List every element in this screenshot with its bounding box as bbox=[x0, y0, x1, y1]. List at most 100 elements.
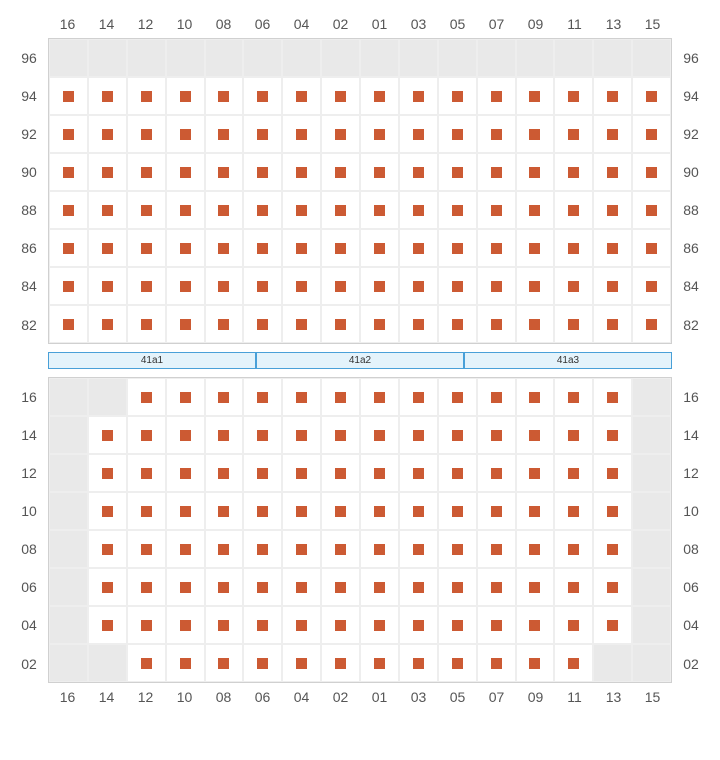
seat-cell[interactable] bbox=[166, 378, 205, 416]
seat-cell[interactable] bbox=[127, 568, 166, 606]
seat-cell[interactable] bbox=[88, 305, 127, 343]
seat-cell[interactable] bbox=[127, 492, 166, 530]
seat-cell[interactable] bbox=[166, 191, 205, 229]
seat-cell[interactable] bbox=[516, 644, 555, 682]
seat-cell[interactable] bbox=[127, 267, 166, 305]
seat-cell[interactable] bbox=[516, 454, 555, 492]
seat-cell[interactable] bbox=[243, 191, 282, 229]
seat-cell[interactable] bbox=[166, 115, 205, 153]
seat-cell[interactable] bbox=[127, 644, 166, 682]
seat-cell[interactable] bbox=[205, 568, 244, 606]
table-slot[interactable]: 41a2 bbox=[256, 352, 464, 369]
seat-cell[interactable] bbox=[205, 153, 244, 191]
seat-cell[interactable] bbox=[399, 77, 438, 115]
seat-cell[interactable] bbox=[399, 153, 438, 191]
seat-cell[interactable] bbox=[516, 378, 555, 416]
seat-cell[interactable] bbox=[243, 378, 282, 416]
seat-cell[interactable] bbox=[243, 77, 282, 115]
seat-cell[interactable] bbox=[205, 229, 244, 267]
seat-cell[interactable] bbox=[321, 77, 360, 115]
seat-cell[interactable] bbox=[88, 454, 127, 492]
seat-cell[interactable] bbox=[88, 530, 127, 568]
seat-cell[interactable] bbox=[205, 644, 244, 682]
seat-cell[interactable] bbox=[49, 77, 88, 115]
seat-cell[interactable] bbox=[282, 229, 321, 267]
seat-cell[interactable] bbox=[438, 416, 477, 454]
seat-cell[interactable] bbox=[127, 606, 166, 644]
seat-cell[interactable] bbox=[360, 267, 399, 305]
seat-cell[interactable] bbox=[243, 305, 282, 343]
seat-cell[interactable] bbox=[243, 568, 282, 606]
seat-cell[interactable] bbox=[399, 492, 438, 530]
seat-cell[interactable] bbox=[166, 305, 205, 343]
seat-cell[interactable] bbox=[88, 229, 127, 267]
seat-cell[interactable] bbox=[282, 267, 321, 305]
seat-cell[interactable] bbox=[49, 305, 88, 343]
seat-cell[interactable] bbox=[49, 229, 88, 267]
seat-cell[interactable] bbox=[205, 191, 244, 229]
seat-cell[interactable] bbox=[282, 191, 321, 229]
seat-cell[interactable] bbox=[360, 378, 399, 416]
seat-cell[interactable] bbox=[516, 267, 555, 305]
seat-cell[interactable] bbox=[477, 267, 516, 305]
seat-cell[interactable] bbox=[88, 492, 127, 530]
seat-cell[interactable] bbox=[516, 606, 555, 644]
seat-cell[interactable] bbox=[438, 305, 477, 343]
seat-cell[interactable] bbox=[360, 115, 399, 153]
seat-cell[interactable] bbox=[632, 229, 671, 267]
seat-cell[interactable] bbox=[127, 77, 166, 115]
seat-cell[interactable] bbox=[243, 606, 282, 644]
seat-cell[interactable] bbox=[477, 153, 516, 191]
seat-cell[interactable] bbox=[360, 492, 399, 530]
seat-cell[interactable] bbox=[243, 267, 282, 305]
seat-cell[interactable] bbox=[321, 606, 360, 644]
seat-cell[interactable] bbox=[243, 153, 282, 191]
seat-cell[interactable] bbox=[554, 530, 593, 568]
seat-cell[interactable] bbox=[438, 153, 477, 191]
seat-cell[interactable] bbox=[321, 191, 360, 229]
seat-cell[interactable] bbox=[399, 115, 438, 153]
seat-cell[interactable] bbox=[516, 305, 555, 343]
seat-cell[interactable] bbox=[88, 77, 127, 115]
seat-cell[interactable] bbox=[127, 305, 166, 343]
seat-cell[interactable] bbox=[593, 416, 632, 454]
seat-cell[interactable] bbox=[205, 416, 244, 454]
seat-cell[interactable] bbox=[282, 492, 321, 530]
seat-cell[interactable] bbox=[88, 153, 127, 191]
seat-cell[interactable] bbox=[554, 492, 593, 530]
seat-cell[interactable] bbox=[127, 115, 166, 153]
seat-cell[interactable] bbox=[282, 530, 321, 568]
seat-cell[interactable] bbox=[593, 568, 632, 606]
seat-cell[interactable] bbox=[632, 191, 671, 229]
seat-cell[interactable] bbox=[438, 191, 477, 229]
seat-cell[interactable] bbox=[593, 77, 632, 115]
seat-cell[interactable] bbox=[360, 454, 399, 492]
seat-cell[interactable] bbox=[88, 115, 127, 153]
seat-cell[interactable] bbox=[321, 267, 360, 305]
seat-cell[interactable] bbox=[438, 606, 477, 644]
seat-cell[interactable] bbox=[516, 153, 555, 191]
seat-cell[interactable] bbox=[243, 454, 282, 492]
seat-cell[interactable] bbox=[516, 191, 555, 229]
seat-cell[interactable] bbox=[593, 153, 632, 191]
seat-cell[interactable] bbox=[166, 153, 205, 191]
seat-cell[interactable] bbox=[166, 568, 205, 606]
seat-cell[interactable] bbox=[127, 454, 166, 492]
seat-cell[interactable] bbox=[438, 77, 477, 115]
seat-cell[interactable] bbox=[205, 530, 244, 568]
seat-cell[interactable] bbox=[282, 77, 321, 115]
seat-cell[interactable] bbox=[321, 492, 360, 530]
seat-cell[interactable] bbox=[632, 153, 671, 191]
seat-cell[interactable] bbox=[205, 492, 244, 530]
seat-cell[interactable] bbox=[593, 191, 632, 229]
seat-cell[interactable] bbox=[282, 416, 321, 454]
seat-cell[interactable] bbox=[282, 568, 321, 606]
seat-cell[interactable] bbox=[399, 530, 438, 568]
seat-cell[interactable] bbox=[321, 115, 360, 153]
seat-cell[interactable] bbox=[593, 454, 632, 492]
seat-cell[interactable] bbox=[477, 305, 516, 343]
seat-cell[interactable] bbox=[438, 454, 477, 492]
seat-cell[interactable] bbox=[593, 267, 632, 305]
seat-cell[interactable] bbox=[438, 378, 477, 416]
seat-cell[interactable] bbox=[166, 644, 205, 682]
